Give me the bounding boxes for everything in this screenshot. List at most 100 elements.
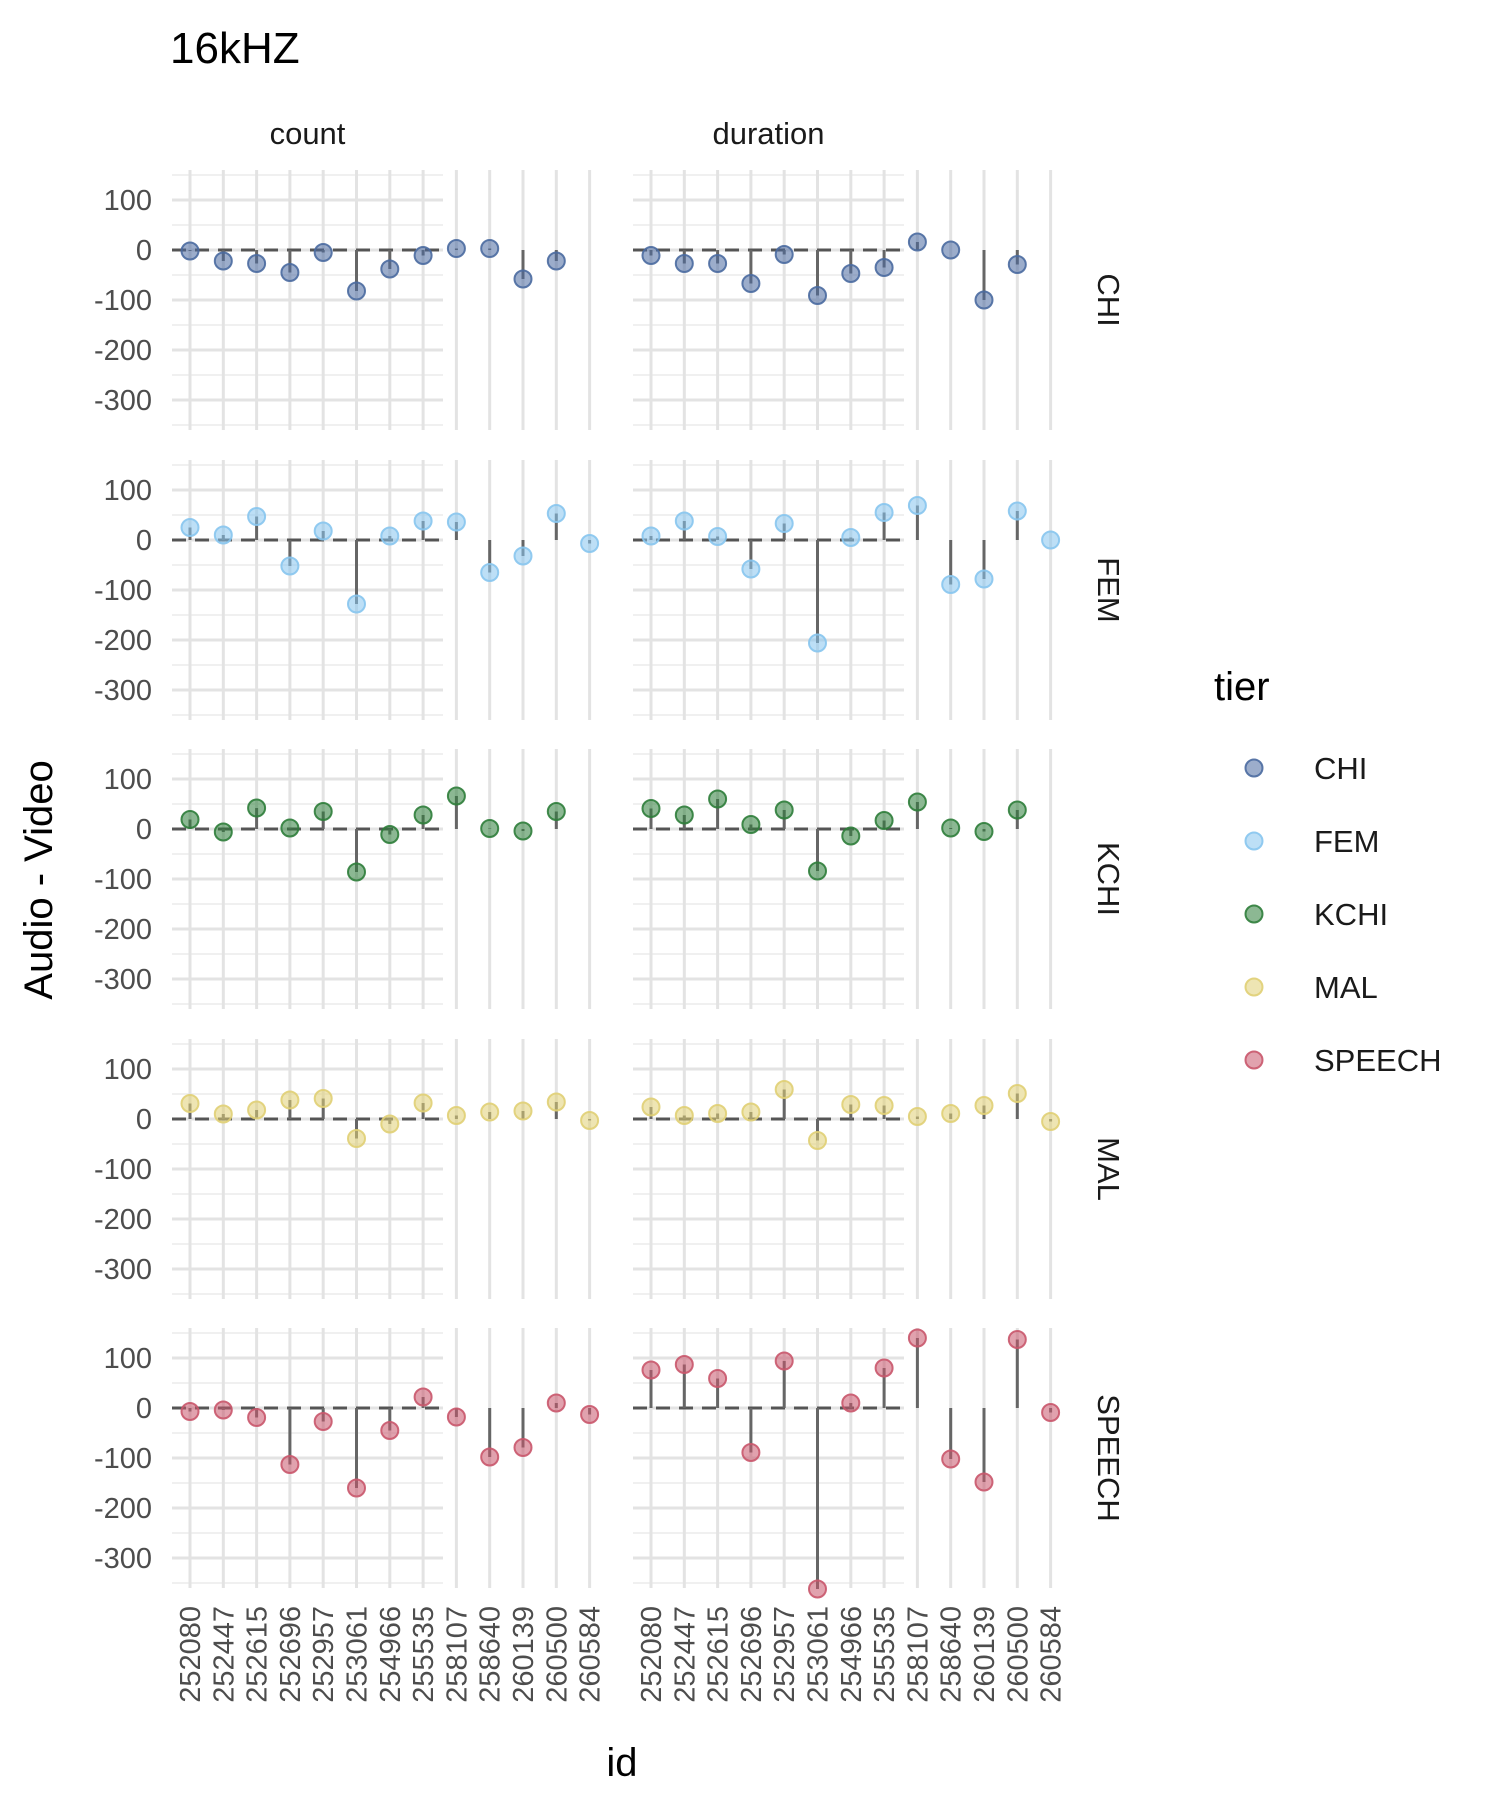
point-speech-duration-252696 [741, 1443, 761, 1462]
y-tick-label: 100 [104, 1343, 152, 1375]
x-tick-label-count-260584: 260584 [575, 1606, 607, 1703]
point-chi-duration-253061 [808, 286, 827, 305]
facet-column-label-count: count [270, 116, 346, 151]
point-mal-duration-253061 [808, 1131, 827, 1150]
point-speech-duration-258640 [941, 1449, 961, 1469]
x-tick-label-duration-252615: 252615 [703, 1606, 735, 1703]
facet-column-label-duration: duration [712, 116, 824, 151]
point-kchi-count-252696 [280, 818, 300, 838]
point-mal-duration-258107 [907, 1107, 927, 1126]
point-chi-count-260139 [513, 269, 533, 289]
legend-key-mal [1244, 977, 1264, 997]
point-fem-count-258107 [446, 512, 466, 532]
point-kchi-duration-260500 [1007, 800, 1027, 820]
x-axis-label: id [606, 1741, 637, 1785]
y-tick-label: -100 [94, 1154, 152, 1186]
point-mal-duration-258640 [941, 1104, 961, 1123]
facet-row-label-kchi: KCHI [1091, 842, 1126, 916]
point-kchi-duration-258107 [907, 792, 927, 812]
y-tick-label: -100 [94, 575, 152, 607]
point-kchi-duration-252696 [741, 815, 761, 834]
legend: CHI FEM KCHI MAL SPEECH [1244, 751, 1441, 1078]
point-kchi-count-252080 [180, 810, 200, 829]
point-mal-duration-260584 [1041, 1112, 1061, 1131]
chart-title: 16kHZ [170, 24, 300, 73]
point-speech-duration-252957 [774, 1351, 794, 1371]
point-chi-duration-252615 [708, 254, 728, 273]
point-mal-duration-252080 [641, 1097, 661, 1117]
y-tick-label: -200 [94, 625, 152, 657]
point-kchi-duration-254966 [841, 826, 861, 846]
point-fem-duration-252447 [674, 511, 694, 531]
legend-key-speech [1244, 1050, 1264, 1070]
legend-label-kchi: KCHI [1314, 897, 1388, 932]
point-chi-duration-260500 [1007, 255, 1027, 274]
point-speech-count-252080 [180, 1402, 200, 1421]
point-kchi-duration-252957 [774, 800, 794, 820]
legend-key-fem [1244, 831, 1264, 851]
y-tick-label: -100 [94, 1443, 152, 1475]
y-tick-label: -100 [94, 864, 152, 896]
panel-count-kchi: 100 0 -100 -200 -300 [94, 749, 592, 1009]
x-tick-label-duration-252696: 252696 [736, 1606, 768, 1703]
y-tick-label: 0 [136, 1393, 152, 1425]
point-chi-count-255535 [413, 246, 433, 265]
point-fem-count-252696 [280, 556, 300, 576]
point-mal-duration-255535 [874, 1096, 894, 1115]
point-chi-duration-255535 [874, 258, 894, 277]
y-tick-label: 100 [104, 475, 152, 507]
point-fem-duration-260139 [974, 569, 994, 589]
point-speech-count-260139 [513, 1438, 533, 1457]
point-mal-duration-252615 [708, 1104, 728, 1123]
point-kchi-count-252957 [313, 802, 333, 821]
point-kchi-count-260139 [513, 821, 533, 841]
point-kchi-duration-253061 [808, 861, 827, 881]
x-tick-label-count-258107: 258107 [441, 1606, 473, 1703]
point-kchi-count-260500 [546, 802, 566, 821]
point-kchi-duration-258640 [941, 818, 961, 838]
point-chi-duration-252957 [774, 245, 794, 264]
point-chi-duration-258107 [907, 232, 927, 252]
point-chi-count-258107 [446, 239, 466, 258]
y-tick-label: -100 [94, 285, 152, 317]
point-fem-count-258640 [480, 563, 500, 582]
point-fem-duration-253061 [808, 633, 827, 653]
point-speech-count-254966 [380, 1421, 400, 1440]
y-tick-label: -200 [94, 335, 152, 367]
x-tick-label-duration-258640: 258640 [936, 1606, 968, 1703]
x-tick-label-duration-258107: 258107 [902, 1606, 934, 1703]
point-kchi-count-252615 [247, 798, 267, 818]
y-tick-label: -300 [94, 964, 152, 996]
point-kchi-count-258107 [446, 786, 466, 806]
point-speech-duration-252080 [641, 1360, 661, 1380]
y-tick-label: 0 [136, 525, 152, 557]
panel-count-speech: 100 0 -100 -200 -300 [94, 1328, 600, 1588]
x-tick-label-duration-252080: 252080 [636, 1606, 668, 1703]
panel-duration-kchi [633, 749, 1053, 1009]
legend-label-speech: SPEECH [1314, 1043, 1441, 1078]
point-fem-duration-260584 [1041, 530, 1061, 550]
legend-label-fem: FEM [1314, 824, 1379, 859]
y-tick-label: -300 [94, 385, 152, 417]
point-speech-duration-260500 [1007, 1330, 1027, 1349]
point-fem-count-254966 [380, 526, 400, 546]
x-tick-label-duration-260139: 260139 [969, 1606, 1001, 1703]
point-mal-duration-254966 [841, 1095, 861, 1114]
point-kchi-duration-255535 [874, 811, 894, 830]
point-fem-count-252615 [247, 507, 267, 526]
point-fem-duration-252696 [741, 559, 761, 579]
point-chi-count-252696 [280, 263, 300, 282]
x-tick-label-duration-255535: 255535 [869, 1606, 901, 1703]
x-tick-label-duration-254966: 254966 [836, 1606, 868, 1703]
point-mal-count-252615 [247, 1100, 267, 1120]
point-fem-count-252080 [180, 518, 200, 537]
legend-label-chi: CHI [1314, 751, 1367, 786]
point-mal-duration-252447 [674, 1106, 694, 1125]
point-speech-duration-260139 [974, 1472, 994, 1492]
x-tick-label-count-252696: 252696 [275, 1606, 307, 1703]
point-fem-count-252957 [313, 521, 333, 541]
x-tick-label-count-258640: 258640 [475, 1606, 507, 1703]
x-tick-label-count-252080: 252080 [175, 1606, 207, 1703]
point-chi-duration-252080 [641, 246, 661, 265]
y-tick-label: -200 [94, 1204, 152, 1236]
